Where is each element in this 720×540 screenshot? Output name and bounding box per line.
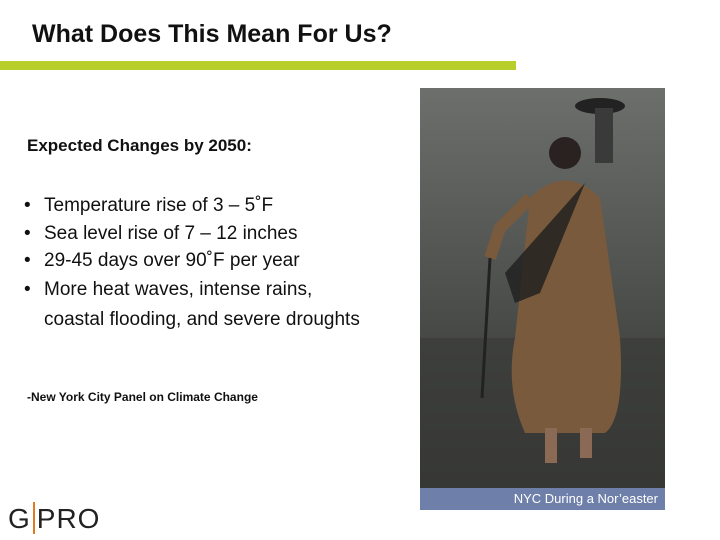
photo: [420, 88, 665, 510]
source: -New York City Panel on Climate Change: [27, 390, 258, 404]
bullet: Temperature rise of 3 – 5˚F: [24, 192, 384, 220]
photo-caption: NYC During a Nor’easter: [420, 488, 665, 510]
logo-separator: [32, 502, 35, 534]
bullet-list: Temperature rise of 3 – 5˚F Sea level ri…: [24, 192, 384, 335]
subtitle: Expected Changes by 2050:: [27, 136, 252, 155]
bullet: More heat waves, intense rains, coastal …: [24, 275, 374, 335]
accent-bar: [0, 61, 516, 70]
bullet: Sea level rise of 7 – 12 inches: [24, 220, 384, 248]
bullet: 29-45 days over 90˚F per year: [24, 247, 384, 275]
logo-text: G: [8, 503, 31, 534]
slide-title: What Does This Mean For Us?: [32, 20, 392, 48]
logo: G PRO: [8, 502, 100, 535]
logo-text: PRO: [36, 503, 101, 534]
